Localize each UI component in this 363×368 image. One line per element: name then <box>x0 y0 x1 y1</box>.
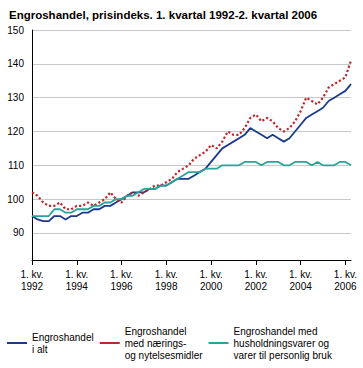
svg-text:1. kv.: 1. kv. <box>110 269 133 280</box>
svg-text:2004: 2004 <box>290 281 313 292</box>
svg-text:90: 90 <box>13 227 25 238</box>
svg-text:2006: 2006 <box>334 281 357 292</box>
svg-text:130: 130 <box>7 92 24 103</box>
svg-text:1. kv.: 1. kv. <box>244 269 267 280</box>
svg-text:120: 120 <box>7 126 24 137</box>
svg-text:1. kv.: 1. kv. <box>334 269 357 280</box>
svg-text:Engroshandel med: Engroshandel med <box>234 326 318 337</box>
svg-text:Engroshandel: Engroshandel <box>125 326 187 337</box>
svg-text:og nytelsesmidler: og nytelsesmidler <box>125 350 203 361</box>
svg-text:1998: 1998 <box>155 281 178 292</box>
svg-text:med nærings-: med nærings- <box>125 338 187 349</box>
svg-text:1. kv.: 1. kv. <box>289 269 312 280</box>
svg-text:i alt: i alt <box>32 344 48 355</box>
svg-text:Engroshandel, prisindeks. 1. k: Engroshandel, prisindeks. 1. kvartal 199… <box>9 9 317 21</box>
svg-text:2000: 2000 <box>200 281 223 292</box>
svg-text:varer til personlig bruk: varer til personlig bruk <box>234 350 333 361</box>
svg-text:150: 150 <box>7 25 24 36</box>
svg-text:1992: 1992 <box>21 281 44 292</box>
svg-text:100: 100 <box>7 194 24 205</box>
svg-text:140: 140 <box>7 58 24 69</box>
svg-text:1. kv.: 1. kv. <box>20 269 43 280</box>
svg-text:1994: 1994 <box>66 281 89 292</box>
svg-text:1. kv.: 1. kv. <box>200 269 223 280</box>
svg-text:Engroshandel: Engroshandel <box>32 332 94 343</box>
svg-text:husholdningsvarer og: husholdningsvarer og <box>234 338 330 349</box>
svg-text:110: 110 <box>8 160 24 171</box>
svg-text:1996: 1996 <box>110 281 133 292</box>
svg-text:1. kv.: 1. kv. <box>65 269 88 280</box>
svg-text:2002: 2002 <box>245 281 268 292</box>
svg-text:1. kv.: 1. kv. <box>155 269 178 280</box>
